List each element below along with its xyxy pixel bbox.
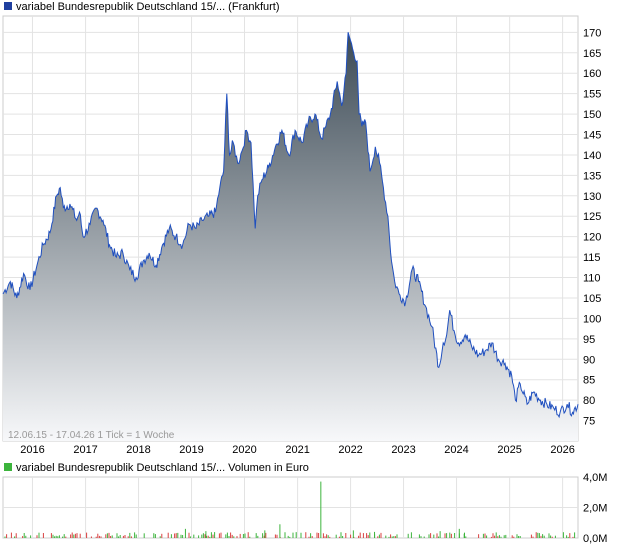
period-info: 12.06.15 - 17.04.26 1 Tick = 1 Woche (8, 430, 175, 441)
price-y-tick-label: 105 (583, 293, 601, 305)
x-tick-label: 2016 (20, 444, 44, 456)
volume-y-tick-label: 2,0M (583, 503, 607, 515)
price-y-tick-label: 140 (583, 150, 601, 162)
volume-bars (4, 481, 576, 538)
price-y-tick-label: 150 (583, 109, 601, 121)
x-tick-label: 2021 (285, 444, 309, 456)
price-y-tick-label: 170 (583, 27, 601, 39)
x-tick-label: 2018 (126, 444, 150, 456)
volume-y-tick-label: 4,0M (583, 472, 607, 484)
x-tick-label: 2023 (391, 444, 415, 456)
x-tick-label: 2020 (232, 444, 256, 456)
price-y-tick-label: 95 (583, 334, 595, 346)
price-y-tick-label: 160 (583, 68, 601, 80)
volume-grid (3, 477, 578, 538)
volume-y-tick-label: 0,0M (583, 533, 607, 545)
volume-legend-swatch (4, 463, 12, 471)
x-tick-label: 2017 (73, 444, 97, 456)
price-y-tick-label: 145 (583, 130, 601, 142)
price-legend-swatch (4, 2, 12, 10)
price-y-tick-label: 120 (583, 232, 601, 244)
price-y-tick-label: 165 (583, 48, 601, 60)
x-tick-label: 2026 (550, 444, 574, 456)
x-tick-label: 2024 (444, 444, 468, 456)
volume-y-axis: 0,0M 2,0M 4,0M (583, 472, 607, 545)
price-y-tick-label: 100 (583, 313, 601, 325)
price-y-tick-label: 110 (583, 273, 601, 285)
price-y-tick-label: 155 (583, 89, 601, 101)
price-y-tick-label: 75 (583, 416, 595, 428)
price-area (3, 32, 578, 442)
price-y-axis: 75 80 85 90 95 100 105 110 115 120 125 130 135 140 145… (583, 27, 601, 427)
price-line (2, 32, 579, 419)
x-axis: 2016 2017 2018 2019 2020 2021 2022 2023 2024 2025… (20, 444, 575, 456)
volume-legend: variabel Bundesrepublik Deutschland 15/.… (16, 462, 309, 474)
x-tick-label: 2019 (179, 444, 203, 456)
price-y-tick-label: 130 (583, 191, 601, 203)
price-legend: variabel Bundesrepublik Deutschland 15/.… (16, 1, 280, 13)
price-y-tick-label: 115 (583, 252, 601, 264)
x-tick-label: 2022 (338, 444, 362, 456)
price-y-tick-label: 135 (583, 170, 601, 182)
price-y-tick-label: 125 (583, 211, 601, 223)
price-y-tick-label: 85 (583, 375, 595, 387)
price-y-tick-label: 90 (583, 354, 595, 366)
price-y-tick-label: 80 (583, 395, 595, 407)
x-tick-label: 2025 (497, 444, 521, 456)
